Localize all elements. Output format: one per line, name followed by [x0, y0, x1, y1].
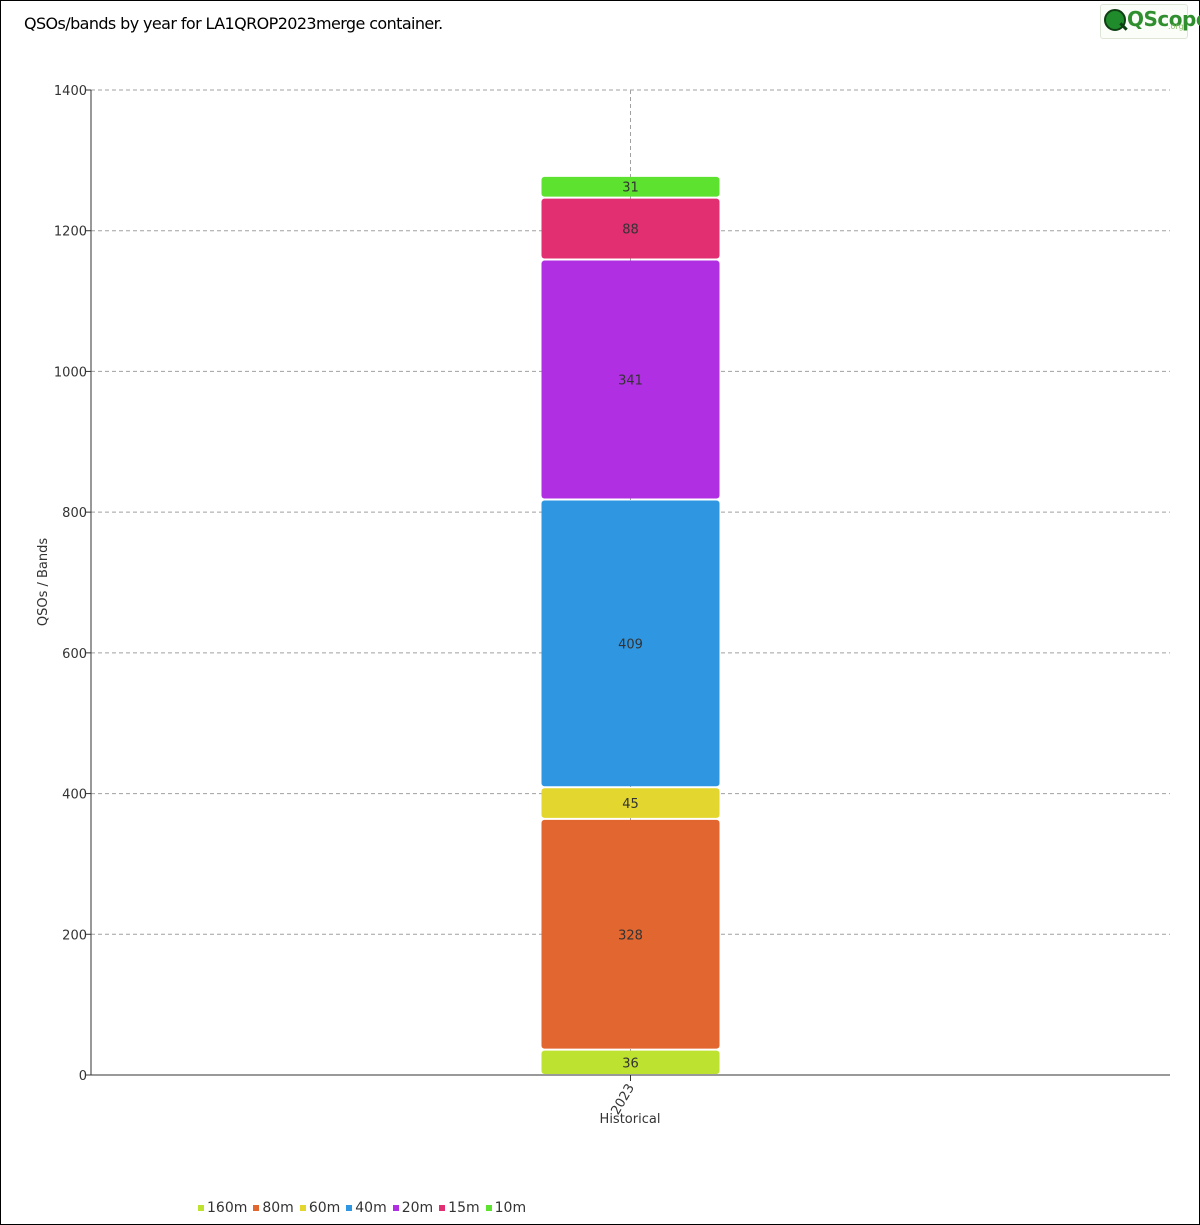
bar-segment-40m-2023 — [541, 500, 720, 787]
y-tick-label-200: 200 — [62, 928, 87, 943]
bar-segment-80m-2023 — [541, 819, 720, 1049]
data-label-60m-2023: 45 — [622, 797, 639, 812]
y-axis: 0 200 400 600 800 1000 1200 1400 — [54, 84, 92, 1084]
y-tick-label-800: 800 — [62, 506, 87, 521]
legend-swatch-40m — [346, 1205, 353, 1211]
y-tick-label-1000: 1000 — [54, 365, 87, 380]
data-label-80m-2023: 328 — [618, 928, 643, 943]
bar-segment-15m-2023 — [541, 198, 720, 259]
legend-label-10m: 10m — [494, 1200, 527, 1216]
data-label-15m-2023: 88 — [622, 223, 639, 238]
x-axis-label: Historical — [600, 1112, 661, 1127]
bar-segment-60m-2023 — [541, 788, 720, 818]
bar-segment-160m-2023 — [541, 1050, 720, 1074]
y-axis-label: QSOs / Bands — [36, 538, 51, 627]
legend-item-160m[interactable]: 160m — [198, 1200, 247, 1216]
data-label-40m-2023: 409 — [618, 637, 643, 652]
legend-swatch-160m — [198, 1205, 204, 1211]
legend-label-160m: 160m — [207, 1200, 248, 1216]
legend-label-80m: 80m — [262, 1200, 294, 1216]
data-label-20m-2023: 341 — [618, 374, 643, 389]
y-tick-label-1200: 1200 — [54, 225, 87, 240]
y-tick-label-400: 400 — [62, 788, 87, 803]
y-tick-label-600: 600 — [62, 647, 87, 662]
legend-item-15m[interactable]: 15m — [439, 1200, 480, 1216]
y-tick-label-0: 0 — [79, 1069, 87, 1084]
legend-label-40m: 40m — [355, 1200, 387, 1216]
legend-label-15m: 15m — [448, 1200, 480, 1216]
legend-label-20m: 20m — [401, 1200, 434, 1216]
legend-swatch-15m — [439, 1205, 446, 1211]
legend: 160m 80m 60m 40m 20m 15m 10m — [198, 1200, 526, 1216]
legend-item-40m[interactable]: 40m — [346, 1200, 387, 1216]
y-tick-label-1400: 1400 — [54, 84, 87, 99]
data-label-160m-2023: 36 — [622, 1056, 639, 1071]
data-label-10m-2023: 31 — [622, 181, 639, 196]
legend-swatch-80m — [253, 1205, 260, 1211]
qscope-logo[interactable]: QScope .org — [1100, 4, 1200, 39]
legend-label-60m: 60m — [308, 1200, 341, 1216]
legend-item-60m[interactable]: 60m — [299, 1200, 341, 1216]
legend-swatch-60m — [299, 1205, 306, 1211]
logo-wordmark: QScope — [1127, 7, 1200, 31]
bar-segment-10m-2023 — [541, 176, 720, 197]
legend-item-80m[interactable]: 80m — [253, 1200, 294, 1216]
bar-segment-20m-2023 — [541, 260, 720, 499]
legend-item-10m[interactable]: 10m — [485, 1200, 527, 1216]
logo-suffix: .org — [1168, 22, 1184, 31]
bar-stack: 36 328 45 409 341 88 31 — [541, 176, 720, 1074]
legend-item-20m[interactable]: 20m — [392, 1200, 434, 1216]
legend-swatch-20m — [392, 1205, 399, 1211]
chart-title: QSOs/bands by year for LA1QROP2023merge … — [24, 14, 443, 33]
legend-swatch-10m — [485, 1205, 492, 1211]
